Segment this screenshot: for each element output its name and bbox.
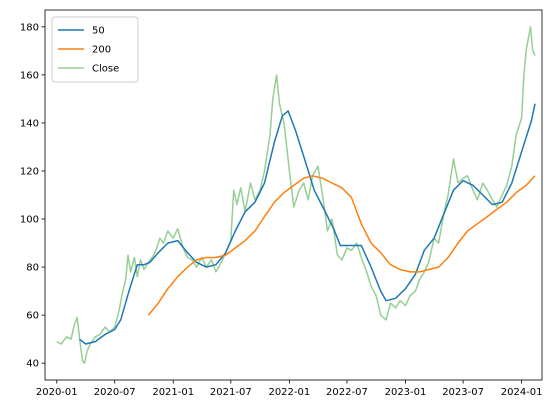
legend: 50 200 Close [51,16,139,83]
y-tick-label: 120 [20,166,39,177]
x-tick-label: 2021-07 [210,387,252,398]
x-tick-label: 2020-01 [36,387,78,398]
y-tick-label: 180 [20,22,39,33]
x-tick-label: 2022-01 [268,387,310,398]
series-line-close [56,26,536,364]
legend-label-200: 200 [92,45,111,56]
plot-frame [44,9,543,381]
y-tick-label: 100 [20,215,39,226]
y-tick-label: 40 [26,359,39,370]
x-axis: 2020-01 2020-07 2021-01 2021-07 2022-01 2022-… [36,380,543,398]
x-tick-label: 2020-07 [94,387,136,398]
y-tick-label: 140 [20,118,39,129]
x-tick-label: 2023-01 [385,387,427,398]
legend-label-close: Close [92,64,119,75]
series-line-200 [147,175,536,316]
x-tick-label: 2023-07 [442,387,484,398]
x-tick-label: 2022-07 [326,387,368,398]
series-line-50 [78,103,536,345]
x-tick-label: 2024-01 [501,387,543,398]
y-tick-label: 80 [26,263,39,274]
y-axis: 40 60 80 100 120 140 160 180 [20,22,45,370]
series-layer [56,26,536,364]
y-tick-label: 60 [26,311,39,322]
y-tick-label: 160 [20,70,39,81]
legend-label-50: 50 [92,26,105,37]
x-tick-label: 2021-01 [152,387,194,398]
legend-box [51,16,139,83]
